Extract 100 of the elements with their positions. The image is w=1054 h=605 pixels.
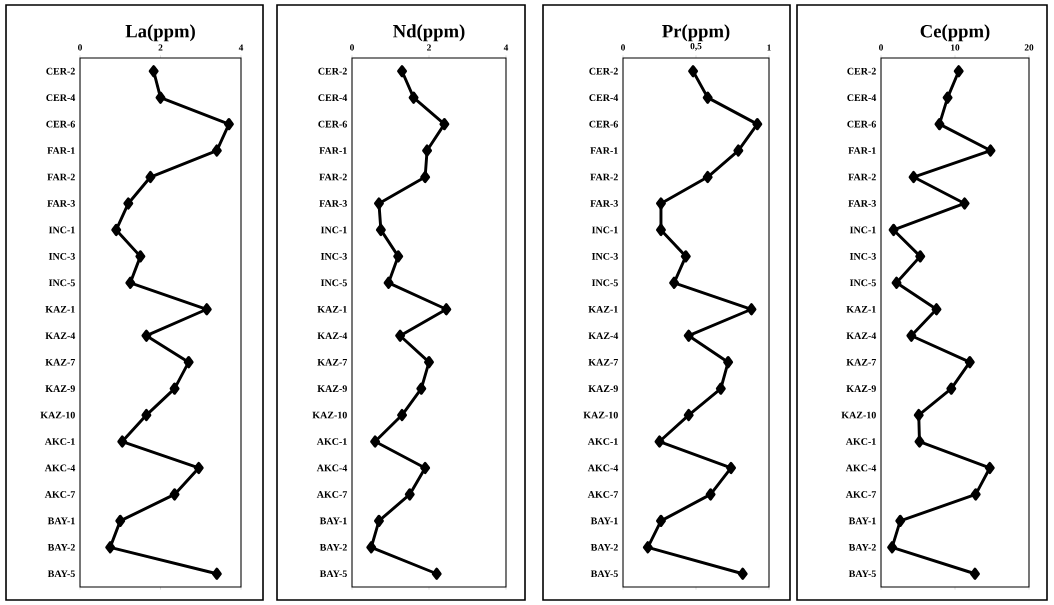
y-tick-label: KAZ-7	[588, 358, 619, 366]
point	[408, 91, 419, 104]
y-tick-label: FAR-1	[848, 147, 876, 154]
point	[125, 276, 136, 289]
y-tick-label: BAY-1	[47, 517, 75, 525]
point	[891, 276, 902, 289]
y-tick-label: INC-3	[591, 253, 618, 260]
y-tick-label: KAZ-10	[40, 411, 75, 419]
point	[123, 197, 134, 210]
point	[420, 461, 431, 475]
point	[383, 276, 394, 289]
y-tick-label: AKC-4	[316, 464, 348, 472]
y-tick-label: CER-4	[589, 94, 619, 102]
point	[964, 356, 975, 369]
y-tick-label: FAR-1	[590, 147, 618, 154]
point	[888, 223, 899, 237]
point	[895, 514, 906, 527]
y-tick-label: CER-6	[46, 120, 75, 128]
y-tick-label: FAR-2	[47, 173, 75, 181]
point	[211, 567, 222, 580]
point	[366, 541, 377, 554]
y-tick-label: BAY-5	[319, 570, 347, 578]
y-tick-label: KAZ-4	[45, 332, 76, 340]
point	[723, 356, 734, 369]
point	[420, 170, 431, 184]
y-tick-label: CER-2	[589, 67, 618, 75]
point	[906, 329, 917, 342]
point	[375, 223, 386, 237]
point	[373, 514, 384, 527]
y-tick-label: FAR-3	[848, 200, 876, 207]
point	[183, 356, 194, 369]
point	[145, 170, 156, 184]
y-tick-label: KAZ-7	[45, 358, 76, 366]
point	[970, 488, 981, 501]
y-tick-label: CER-6	[847, 120, 876, 128]
y-tick-label: CER-4	[46, 94, 76, 102]
chart-title: Ce(ppm)	[920, 24, 990, 42]
x-tick-label: 0	[621, 44, 625, 51]
y-tick-label: INC-5	[320, 279, 347, 287]
y-tick-label: BAY-1	[590, 517, 618, 525]
chart-title: Pr(ppm)	[662, 24, 730, 42]
point	[416, 382, 427, 395]
x-tick-label: 1	[767, 44, 771, 51]
y-tick-label: INC-5	[849, 279, 876, 287]
x-tick-label: 4	[238, 44, 244, 51]
chart-title: La(ppm)	[125, 24, 195, 42]
x-tick-label: 4	[503, 44, 509, 51]
point	[141, 408, 152, 422]
y-tick-label: CER-2	[847, 67, 876, 75]
point	[141, 329, 152, 342]
y-tick-label: INC-1	[48, 226, 75, 234]
y-tick-label: FAR-3	[47, 200, 75, 207]
point	[169, 488, 180, 501]
y-tick-label: KAZ-9	[45, 385, 75, 392]
y-tick-label: KAZ-4	[588, 332, 619, 340]
y-tick-label: INC-1	[591, 226, 618, 234]
point	[193, 461, 204, 475]
y-tick-label: AKC-4	[845, 464, 877, 472]
point	[642, 541, 653, 554]
point	[680, 250, 691, 263]
point	[111, 223, 122, 237]
point	[934, 117, 945, 131]
y-tick-label: KAZ-1	[317, 305, 347, 313]
point	[397, 408, 408, 422]
point	[688, 65, 699, 78]
point	[105, 541, 116, 554]
y-tick-label: CER-6	[318, 120, 347, 128]
y-tick-label: INC-5	[48, 279, 75, 287]
y-tick-label: BAY-2	[590, 544, 618, 551]
point	[439, 117, 450, 131]
y-tick-label: FAR-2	[848, 173, 876, 181]
y-tick-label: FAR-1	[47, 147, 75, 154]
y-tick-label: CER-2	[46, 67, 75, 75]
y-tick-label: FAR-3	[319, 200, 347, 207]
point	[683, 408, 694, 422]
y-tick-label: AKC-1	[587, 438, 618, 445]
x-tick-label: 0	[78, 44, 82, 51]
y-tick-label: KAZ-4	[846, 332, 877, 340]
y-tick-label: INC-5	[591, 279, 618, 287]
y-tick-label: KAZ-10	[312, 411, 347, 419]
point	[942, 91, 953, 104]
point	[117, 435, 128, 448]
y-tick-label: KAZ-9	[317, 385, 347, 392]
y-tick-label: AKC-4	[587, 464, 619, 472]
point	[404, 488, 415, 501]
point	[441, 303, 452, 316]
point	[654, 435, 665, 448]
point	[984, 461, 995, 475]
point	[431, 567, 442, 580]
y-tick-label: BAY-5	[848, 570, 876, 578]
x-tick-label: 0,5	[690, 42, 702, 51]
point	[915, 250, 926, 263]
point	[931, 303, 942, 316]
y-tick-label: KAZ-4	[317, 332, 348, 340]
point	[715, 382, 726, 395]
y-tick-label: CER-6	[589, 120, 618, 128]
y-tick-label: KAZ-9	[846, 385, 876, 392]
y-tick-label: FAR-3	[590, 200, 618, 207]
point	[726, 461, 737, 475]
y-tick-label: BAY-2	[47, 544, 75, 551]
